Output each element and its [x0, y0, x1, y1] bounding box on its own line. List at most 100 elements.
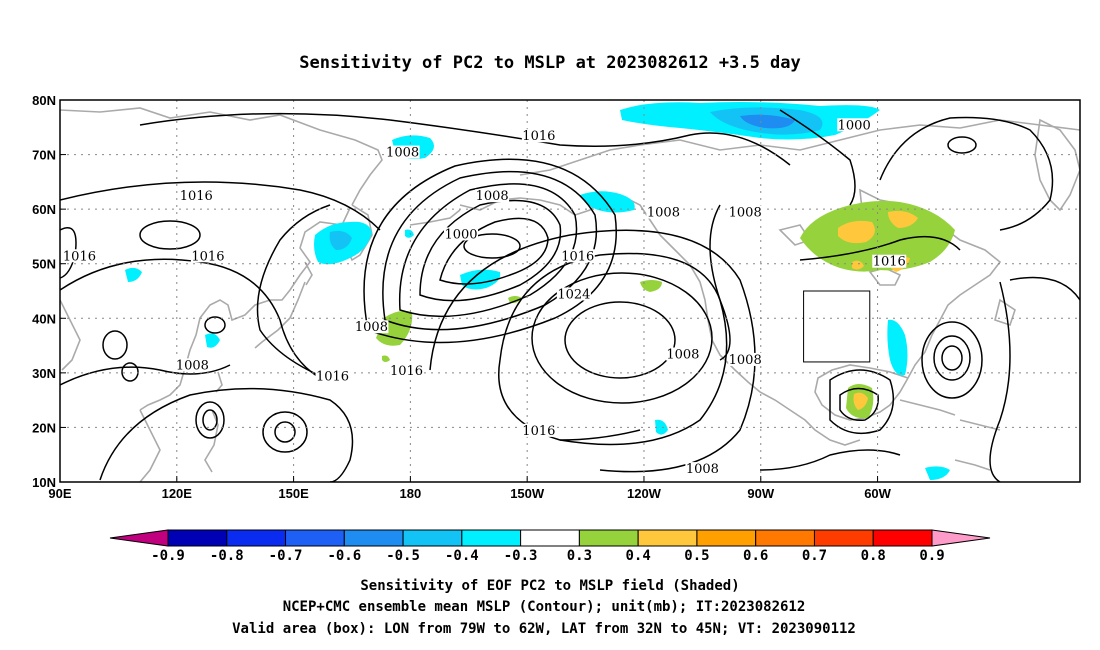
contour-label-bg	[175, 358, 210, 372]
contour-label-bg	[521, 423, 556, 437]
contour-label-bg	[385, 145, 420, 159]
contour-label: 1008	[176, 358, 209, 373]
colorbar-label: -0.6	[327, 548, 361, 564]
contour-label-bg	[646, 205, 681, 219]
contour-label: 1016	[522, 129, 555, 144]
contour-label: 1016	[63, 249, 96, 264]
contour-label: 1016	[873, 255, 906, 270]
contour-label-bg	[665, 347, 700, 361]
colorbar-over-triangle	[931, 529, 991, 547]
map-panel: 1008 1016 1000 1016 1008 1000 1008 1008 1016 1016…	[32, 93, 1081, 501]
colorbar-label: -0.5	[386, 548, 420, 564]
contour-label: 1008	[729, 206, 762, 221]
contour-label-bg	[179, 189, 214, 203]
footer-line-2: NCEP+CMC ensemble mean MSLP (Contour); u…	[283, 599, 806, 615]
colorbar-under-triangle	[109, 529, 169, 547]
contour-label-bg	[475, 189, 510, 203]
lat-tick-label: 10N	[32, 475, 56, 490]
contour-label-bg	[190, 249, 225, 263]
colorbar-label: -0.8	[210, 548, 244, 564]
contour-label: 1008	[386, 146, 419, 161]
contour-label-bg	[556, 287, 591, 301]
lat-tick-label: 40N	[32, 311, 56, 326]
contour-label-bg	[62, 249, 97, 263]
colorbar-segment	[285, 529, 345, 547]
map-frame	[59, 99, 1081, 483]
contour-label: 1008	[666, 347, 699, 362]
contour-label: 1008	[476, 189, 509, 204]
contour-label: 1016	[561, 249, 594, 264]
lat-tick-label: 50N	[32, 257, 56, 272]
colorbar-label: 0.3	[567, 548, 592, 564]
contour-label: 1008	[647, 206, 680, 221]
lon-tick-label: 90W	[747, 486, 774, 501]
footer-line-1: Sensitivity of EOF PC2 to MSLP field (Sh…	[360, 578, 739, 594]
lon-tick-label: 180	[400, 486, 422, 501]
colorbar-segment	[696, 529, 757, 547]
contour-label: 1008	[355, 320, 388, 335]
contour-label-bg	[728, 352, 763, 366]
lon-tick-label: 120W	[627, 486, 662, 501]
contour-label-bg	[443, 227, 478, 241]
colorbar-segment	[637, 529, 698, 547]
contour-label-bg	[685, 462, 720, 476]
figure-title: Sensitivity of PC2 to MSLP at 2023082612…	[299, 53, 801, 73]
lon-tick-label: 150E	[278, 486, 309, 501]
colorbar-segment	[578, 529, 639, 547]
contour-label: 1016	[522, 424, 555, 439]
lon-tick-label: 120E	[162, 486, 193, 501]
colorbar: -0.9 -0.8 -0.7 -0.6 -0.5 -0.4 -0.3 0.3 0.4 0.5 0.6…	[109, 529, 991, 564]
colorbar-segment	[343, 529, 404, 547]
colorbar-segment	[461, 529, 522, 547]
colorbar-label: 0.6	[743, 548, 768, 564]
grid-lines	[60, 100, 1080, 482]
longitude-tick-labels: 90E 120E 150E 180 150W 120W 90W 60W	[48, 476, 892, 501]
colorbar-label: -0.9	[151, 548, 185, 564]
colorbar-label: 0.7	[802, 548, 827, 564]
lat-tick-label: 20N	[32, 420, 56, 435]
contour-label-bg	[728, 205, 763, 219]
lat-tick-label: 60N	[32, 202, 56, 217]
contour-labels: 1008 1016 1000 1016 1008 1000 1008 1008 1016 1016…	[62, 118, 907, 477]
valid-area-box	[803, 290, 871, 363]
contour-label: 1000	[444, 227, 477, 242]
colorbar-segment	[813, 529, 874, 547]
colorbar-segment	[167, 529, 228, 547]
colorbar-segment	[402, 529, 463, 547]
contour-label: 1016	[180, 189, 213, 204]
colorbar-label: -0.4	[445, 548, 479, 564]
contour-label: 1000	[838, 118, 871, 133]
footer-line-3: Valid area (box): LON from 79W to 62W, L…	[232, 621, 856, 637]
lon-tick-label: 90E	[48, 486, 71, 501]
lat-tick-label: 70N	[32, 148, 56, 163]
contour-label-bg	[315, 369, 350, 383]
contour-label: 1024	[557, 287, 590, 302]
contour-label: 1008	[686, 462, 719, 477]
contour-label-bg	[837, 118, 872, 132]
lat-tick-label: 80N	[32, 93, 56, 108]
contour-label-bg	[354, 320, 389, 334]
colorbar-label: -0.7	[269, 548, 303, 564]
colorbar-segment	[872, 529, 933, 547]
colorbar-label: 0.8	[861, 548, 886, 564]
contour-label: 1008	[729, 353, 762, 368]
contour-label: 1016	[316, 369, 349, 384]
lat-tick-label: 30N	[32, 366, 56, 381]
colorbar-label: -0.3	[504, 548, 538, 564]
contour-label-bg	[872, 254, 907, 268]
contour-label: 1016	[191, 249, 224, 264]
sensitivity-shading	[125, 102, 955, 480]
contour-label-bg	[560, 249, 595, 263]
contour-label-bg	[521, 129, 556, 143]
colorbar-label: 0.5	[684, 548, 709, 564]
colorbar-segment	[520, 529, 580, 547]
contour-label-bg	[389, 363, 424, 377]
coastlines	[60, 107, 1080, 482]
lon-tick-label: 150W	[510, 486, 545, 501]
colorbar-label: 0.4	[626, 548, 651, 564]
colorbar-label: 0.9	[919, 548, 944, 564]
mslp-contours	[60, 109, 1080, 482]
latitude-tick-labels: 80N 70N 60N 50N 40N 30N 20N 10N	[32, 93, 66, 490]
contour-label: 1016	[390, 364, 423, 379]
